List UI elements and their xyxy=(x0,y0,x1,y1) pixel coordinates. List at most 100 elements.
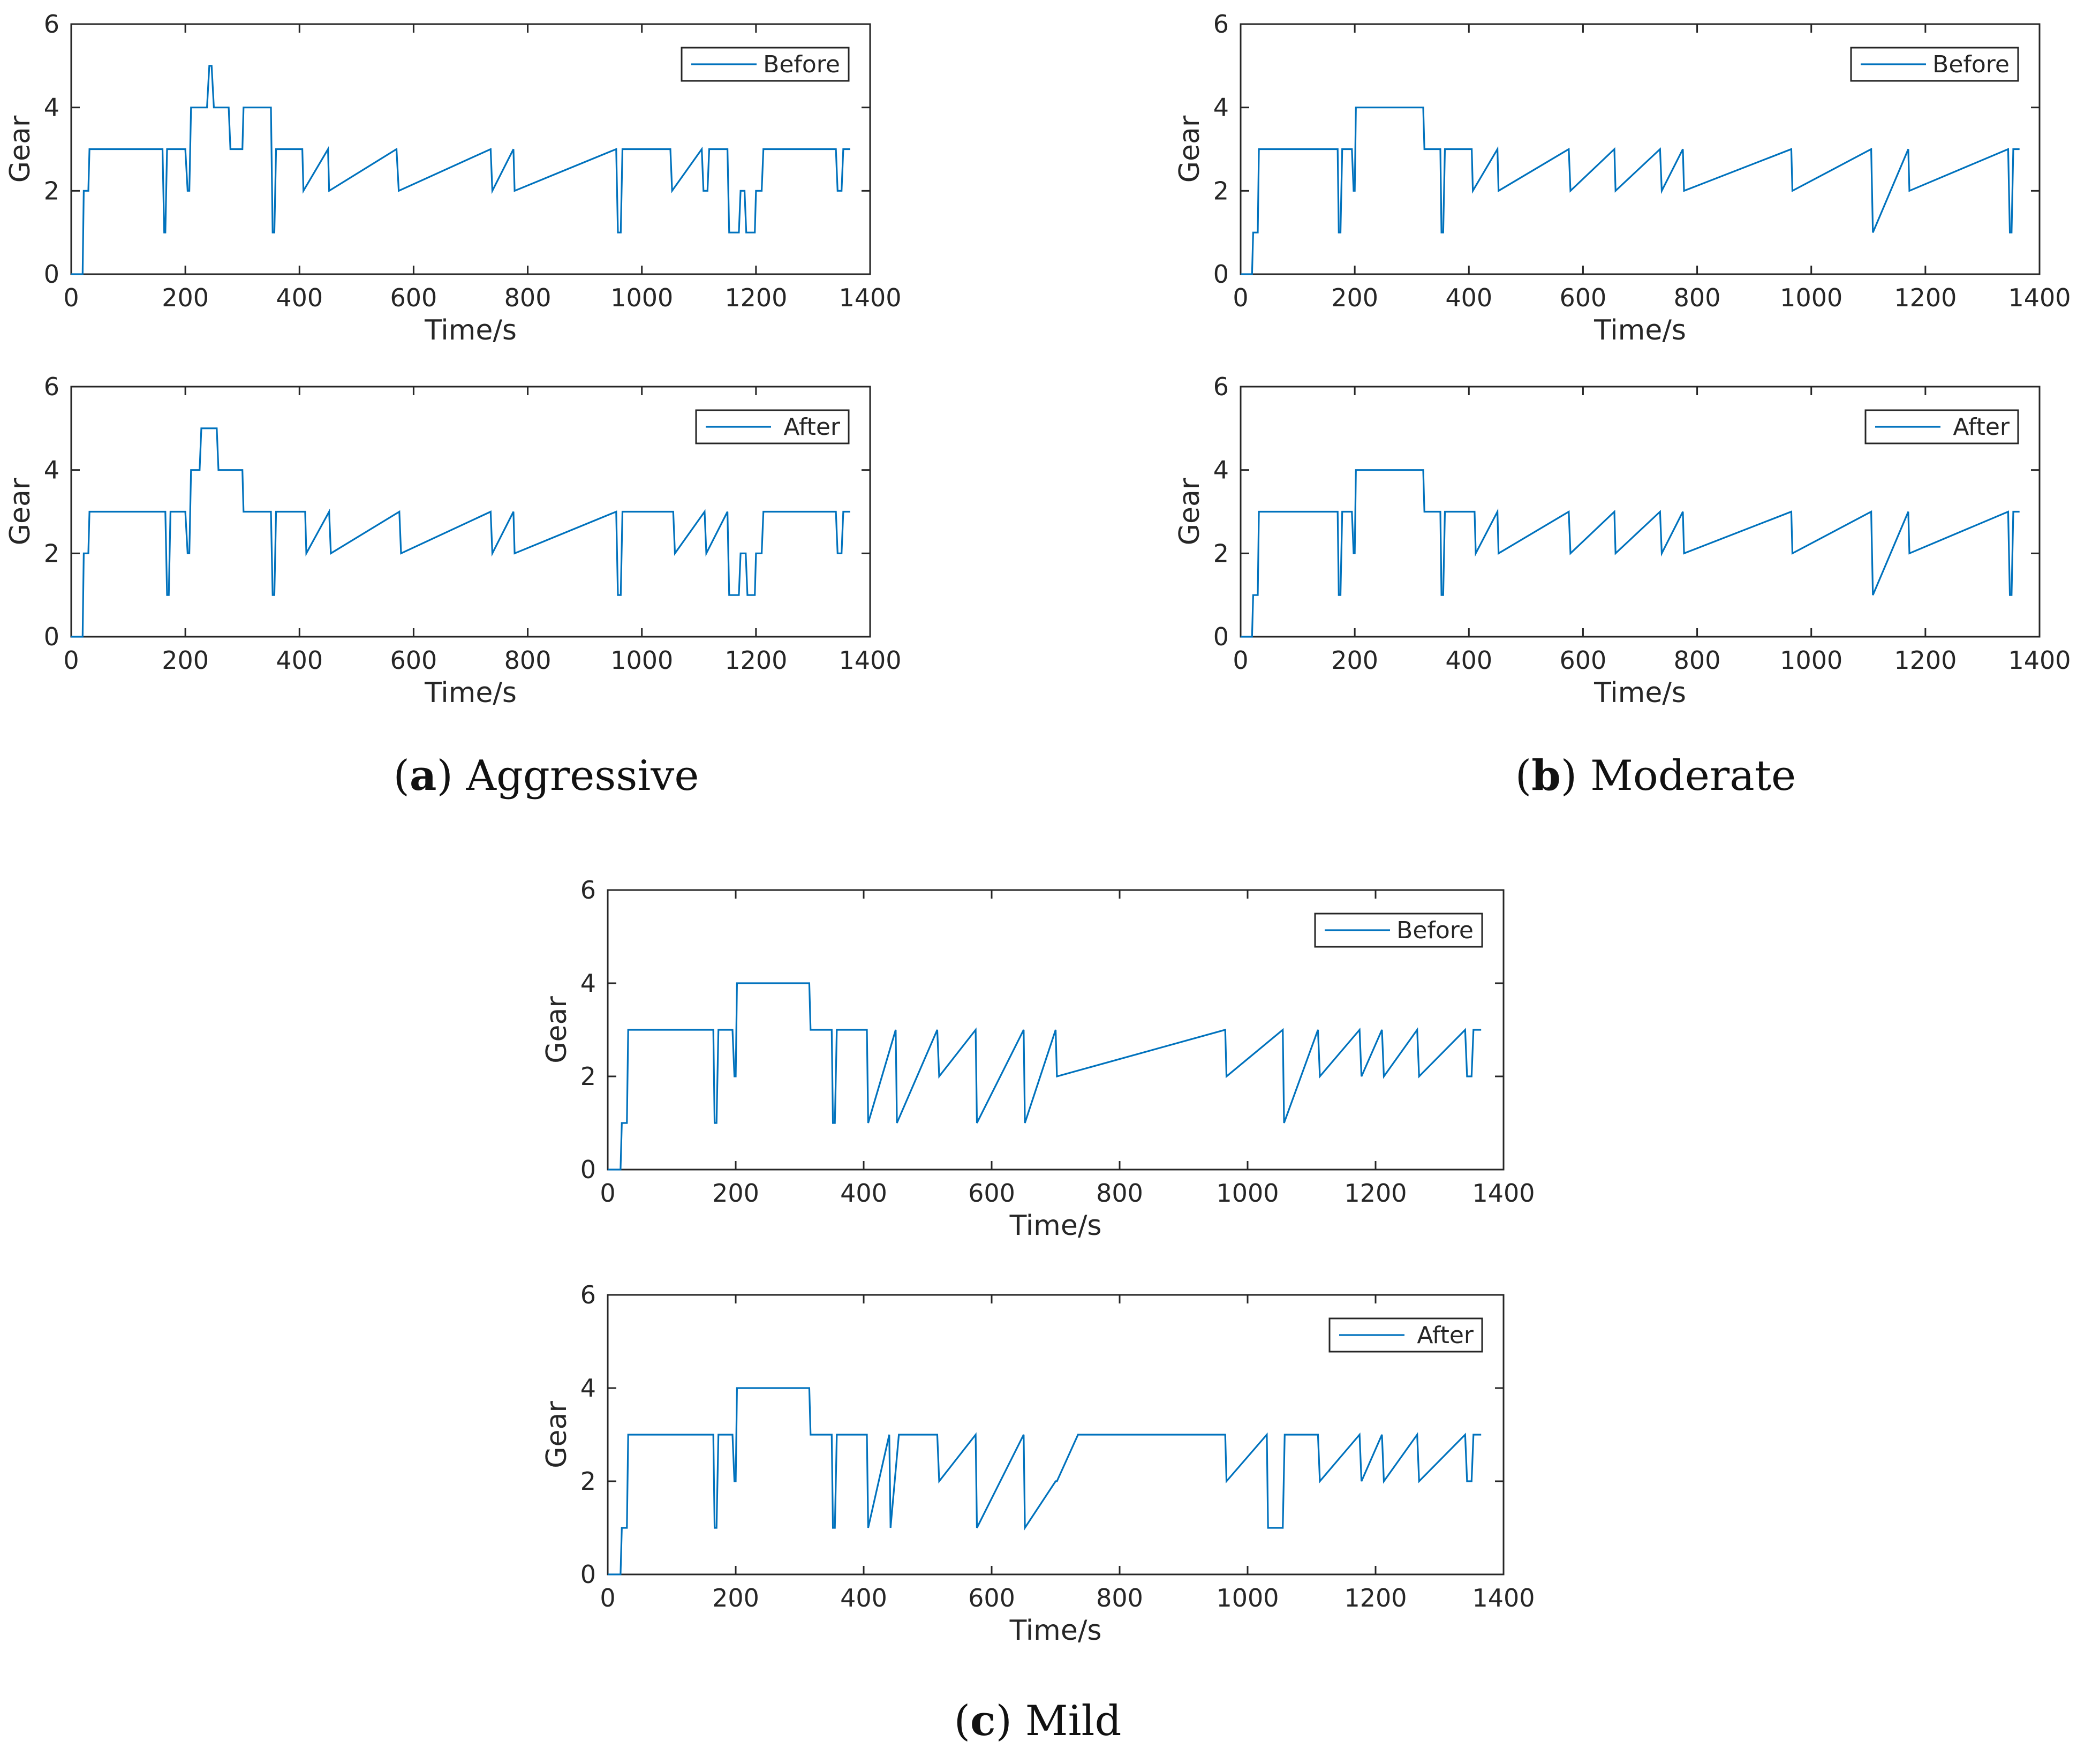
y-tick-label: 2 xyxy=(1213,176,1229,205)
x-tick-label: 400 xyxy=(1445,646,1492,675)
y-tick-label: 6 xyxy=(44,10,59,39)
x-tick-label: 1200 xyxy=(724,283,787,312)
y-axis-label: Gear xyxy=(541,1401,573,1468)
x-tick-label: 1200 xyxy=(1894,283,1957,312)
subplot-a-after: 0 200 400 600 800 1000 1200 1400 0 2 4 6 Time/s Gear A… xyxy=(4,372,902,709)
y-tick-label: 4 xyxy=(580,969,596,998)
x-tick-label: 0 xyxy=(63,646,79,675)
subplot-b-after: 0 200 400 600 800 1000 1200 1400 0 2 4 6 Time/s Gear A… xyxy=(1174,372,2071,709)
y-tick-label: 4 xyxy=(580,1374,596,1403)
x-tick-label: 1000 xyxy=(610,283,673,312)
x-tick-label: 200 xyxy=(712,1584,759,1612)
subplot-layer: 0 200 400 600 800 1000 1200 14000246Time/sGearB… xyxy=(4,10,2071,1647)
x-tick-label: 1400 xyxy=(839,283,901,312)
y-tick-label: 4 xyxy=(44,456,59,485)
subplot-c-before: 0 200 400 600 800 1000 1200 1400 0 2 4 6 Time/s Gear B… xyxy=(541,876,1535,1242)
caption-c: (c) Mild xyxy=(954,1697,1122,1745)
legend-label: After xyxy=(783,413,841,441)
y-tick-label: 2 xyxy=(44,539,59,568)
subplot-a-before: 0 200 400 600 800 1000 1200 1400 0 2 4 6 Time/s Gear B… xyxy=(4,10,902,346)
y-tick-label: 6 xyxy=(44,372,59,401)
y-axis-label: Gear xyxy=(1174,478,1206,545)
caption-b: (b) Moderate xyxy=(1515,751,1796,800)
legend-label: Before xyxy=(1396,917,1474,944)
y-tick-label: 0 xyxy=(44,260,59,289)
x-axis-label: Time/s xyxy=(424,314,517,346)
subplot-b-before: 0 200 400 600 800 1000 1200 1400 0 2 4 6 Time/s Gear B… xyxy=(1174,10,2071,346)
x-tick-label: 200 xyxy=(162,283,209,312)
x-tick-label: 200 xyxy=(1331,283,1378,312)
x-tick-label: 600 xyxy=(1560,283,1607,312)
x-tick-label: 200 xyxy=(162,646,209,675)
x-tick-label: 1400 xyxy=(1472,1179,1535,1208)
y-tick-label: 6 xyxy=(580,1280,596,1309)
x-tick-label: 1400 xyxy=(2008,283,2071,312)
x-tick-label: 800 xyxy=(504,646,552,675)
y-axis-label: Gear xyxy=(1174,115,1206,183)
y-tick-label: 0 xyxy=(1213,260,1229,289)
legend-label: Before xyxy=(1932,51,2010,78)
x-tick-label: 400 xyxy=(1445,283,1492,312)
x-tick-label: 200 xyxy=(1331,646,1378,675)
x-tick-label: 1000 xyxy=(1780,646,1842,675)
x-tick-label: 200 xyxy=(712,1179,759,1208)
x-tick-label: 400 xyxy=(840,1584,887,1612)
y-tick-label: 2 xyxy=(1213,539,1229,568)
x-tick-label: 800 xyxy=(1674,646,1721,675)
legend-label: Before xyxy=(763,51,840,78)
x-tick-label: 1000 xyxy=(1780,283,1842,312)
x-tick-label: 1000 xyxy=(1216,1179,1279,1208)
caption-layer: (a) Aggressive (b) Moderate (c) Mild xyxy=(393,751,1796,1745)
x-tick-label: 1200 xyxy=(724,646,787,675)
y-tick-label: 6 xyxy=(1213,10,1229,39)
x-tick-label: 600 xyxy=(968,1179,1015,1208)
caption-a: (a) Aggressive xyxy=(393,751,699,800)
x-tick-label: 600 xyxy=(968,1584,1015,1612)
x-tick-label: 600 xyxy=(390,646,437,675)
x-axis-label: Time/s xyxy=(424,677,517,709)
x-tick-label: 800 xyxy=(1096,1584,1143,1612)
series-line-before xyxy=(71,65,850,275)
x-tick-label: 0 xyxy=(1233,283,1248,312)
x-tick-label: 1400 xyxy=(2008,646,2071,675)
y-tick-label: 6 xyxy=(1213,372,1229,401)
series-line-after xyxy=(71,427,850,638)
y-tick-label: 2 xyxy=(44,176,59,205)
x-axis-label: Time/s xyxy=(1009,1615,1102,1647)
series-line-after xyxy=(1241,469,2020,638)
series-line-before xyxy=(1241,107,2020,275)
x-tick-label: 600 xyxy=(1560,646,1607,675)
x-tick-label: 600 xyxy=(390,283,437,312)
x-tick-label: 800 xyxy=(504,283,552,312)
x-tick-label: 1400 xyxy=(1472,1584,1535,1612)
x-tick-label: 1200 xyxy=(1894,646,1957,675)
y-tick-label: 4 xyxy=(1213,456,1229,485)
y-tick-label: 0 xyxy=(580,1155,596,1184)
x-tick-label: 800 xyxy=(1674,283,1721,312)
x-tick-label: 1000 xyxy=(1216,1584,1279,1612)
x-tick-label: 1000 xyxy=(610,646,673,675)
y-axis-label: Gear xyxy=(541,996,573,1064)
x-axis-label: Time/s xyxy=(1009,1210,1102,1242)
subplot-c-after: 0 200 400 600 800 1000 1200 1400 0 2 4 6 Time/s Gear A… xyxy=(541,1280,1535,1647)
y-axis-label: Gear xyxy=(4,115,36,183)
x-axis-label: Time/s xyxy=(1593,677,1686,709)
y-tick-label: 4 xyxy=(1213,93,1229,122)
x-tick-label: 1400 xyxy=(839,646,901,675)
y-tick-label: 0 xyxy=(580,1560,596,1589)
x-tick-label: 400 xyxy=(276,646,323,675)
x-tick-label: 1200 xyxy=(1344,1179,1407,1208)
y-tick-label: 2 xyxy=(580,1062,596,1091)
y-tick-label: 2 xyxy=(580,1467,596,1496)
x-tick-label: 0 xyxy=(600,1179,615,1208)
y-tick-label: 6 xyxy=(580,876,596,904)
x-tick-label: 0 xyxy=(600,1584,615,1612)
legend-label: After xyxy=(1953,413,2010,441)
legend-label: After xyxy=(1417,1322,1474,1349)
x-tick-label: 400 xyxy=(276,283,323,312)
series-line-after xyxy=(608,1387,1482,1575)
x-tick-label: 800 xyxy=(1096,1179,1143,1208)
x-tick-label: 1200 xyxy=(1344,1584,1407,1612)
x-axis-label: Time/s xyxy=(1593,314,1686,346)
